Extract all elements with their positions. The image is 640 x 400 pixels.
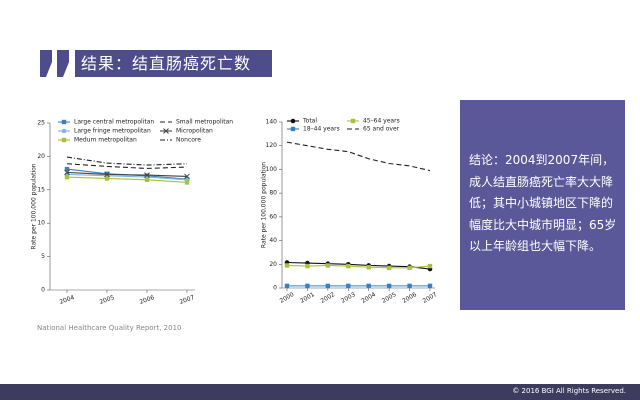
y-tick-label: 80 — [269, 190, 277, 197]
x-tick-label: 2000 — [279, 291, 296, 305]
y-tick-label: 20 — [269, 261, 277, 268]
x-tick-label: 2007 — [422, 291, 439, 305]
marker — [144, 177, 150, 182]
marker — [427, 283, 433, 289]
copyright: © 2016 BGI All Rights Reserved. — [512, 387, 626, 395]
legend-marker — [163, 128, 169, 134]
legend-label: Medum metropolitan — [74, 137, 137, 144]
marker — [104, 176, 110, 181]
y-tick-label: 40 — [269, 237, 277, 244]
y-tick-label: 100 — [266, 166, 278, 173]
x-tick-label: 2002 — [319, 291, 336, 305]
source: National Healthcare Quality Report, 2010 — [37, 324, 182, 332]
marker — [284, 283, 290, 289]
marker — [305, 263, 310, 269]
series-line — [286, 264, 431, 269]
legend-label: 18–44 years — [303, 126, 340, 133]
series-line — [286, 261, 431, 270]
x-tick-label: 2005 — [99, 294, 116, 306]
conclusion-line: 结论：2004到2007年间， — [469, 153, 615, 167]
y-tick-label: 15 — [37, 186, 45, 193]
x-tick-label: 2004 — [59, 294, 76, 306]
series-line — [286, 141, 431, 172]
x-tick-label: 2006 — [401, 291, 418, 305]
legend-label: 65 and over — [363, 126, 400, 133]
marker — [64, 174, 70, 180]
legend-marker — [290, 118, 296, 124]
y-axis-label: Rate per 100,000 population — [261, 162, 268, 248]
conclusion-line: 低；其中小城镇地区下降的 — [469, 196, 614, 210]
marker — [305, 283, 310, 289]
y-tick-label: 120 — [266, 142, 278, 149]
series-line — [66, 176, 188, 184]
y-tick-label: 60 — [269, 213, 277, 220]
legend-marker — [290, 126, 296, 132]
conclusion-box: 结论：2004到2007年间， 成人结直肠癌死亡率大大降 低；其中小城镇地区下降的幅… — [460, 100, 625, 310]
y-tick-label: 5 — [41, 253, 45, 260]
x-tick-label: 2007 — [179, 294, 196, 306]
marker — [427, 263, 433, 269]
y-tick-label: 140 — [266, 119, 278, 126]
y-tick-label: 10 — [37, 220, 45, 227]
legend-label: Large central metropolitan — [74, 119, 154, 126]
marker — [325, 283, 331, 289]
quote-icon — [40, 50, 69, 77]
marker — [64, 166, 70, 172]
marker — [407, 265, 412, 271]
legend-label: Total — [302, 118, 317, 125]
legend-label: Small metropolitan — [176, 119, 233, 126]
marker — [325, 263, 331, 268]
legend-marker — [61, 128, 67, 134]
marker — [366, 265, 371, 270]
slide-title: 结果：结直肠癌死亡数 — [75, 50, 272, 77]
marker — [346, 283, 351, 289]
x-tick-label: 2001 — [299, 291, 316, 305]
x-tick-label: 2005 — [381, 291, 398, 305]
series-line — [66, 173, 188, 181]
legend-label: Micropolitan — [176, 128, 213, 135]
marker — [64, 169, 70, 176]
x-tick-label: 2003 — [340, 291, 357, 305]
conclusion-line: 以上年龄组也大幅下降。 — [469, 239, 602, 253]
footer: © 2016 BGI All Rights Reserved. — [0, 384, 640, 400]
series-line — [66, 163, 188, 169]
y-tick-label: 0 — [41, 287, 45, 294]
marker — [407, 283, 412, 289]
x-tick-label: 2004 — [360, 291, 377, 305]
legend-label: Large fringe metropolitan — [74, 128, 151, 135]
y-tick-label: 25 — [37, 120, 45, 127]
marker — [144, 172, 150, 178]
marker — [284, 263, 290, 268]
legend-marker — [350, 118, 356, 124]
legend-marker — [61, 119, 67, 125]
y-axis-label: Rate per 100,000 population — [31, 163, 38, 249]
conclusion-line: 成人结直肠癌死亡率大大降 — [469, 174, 614, 189]
y-tick-label: 20 — [37, 153, 45, 160]
marker — [386, 265, 392, 271]
marker — [386, 283, 392, 289]
marker — [184, 180, 190, 185]
x-tick-label: 2006 — [139, 294, 156, 306]
legend-marker — [61, 137, 67, 143]
marker — [184, 173, 190, 180]
series-line — [66, 171, 188, 177]
y-tick-label: 0 — [273, 285, 277, 292]
legend-label: Noncore — [176, 137, 201, 144]
marker — [346, 263, 351, 269]
series-line — [66, 156, 188, 166]
marker — [104, 171, 110, 178]
marker — [366, 283, 371, 289]
legend-label: 45–64 years — [363, 118, 400, 125]
conclusion-line: 幅度比大中城市明显；65岁 — [469, 217, 617, 232]
